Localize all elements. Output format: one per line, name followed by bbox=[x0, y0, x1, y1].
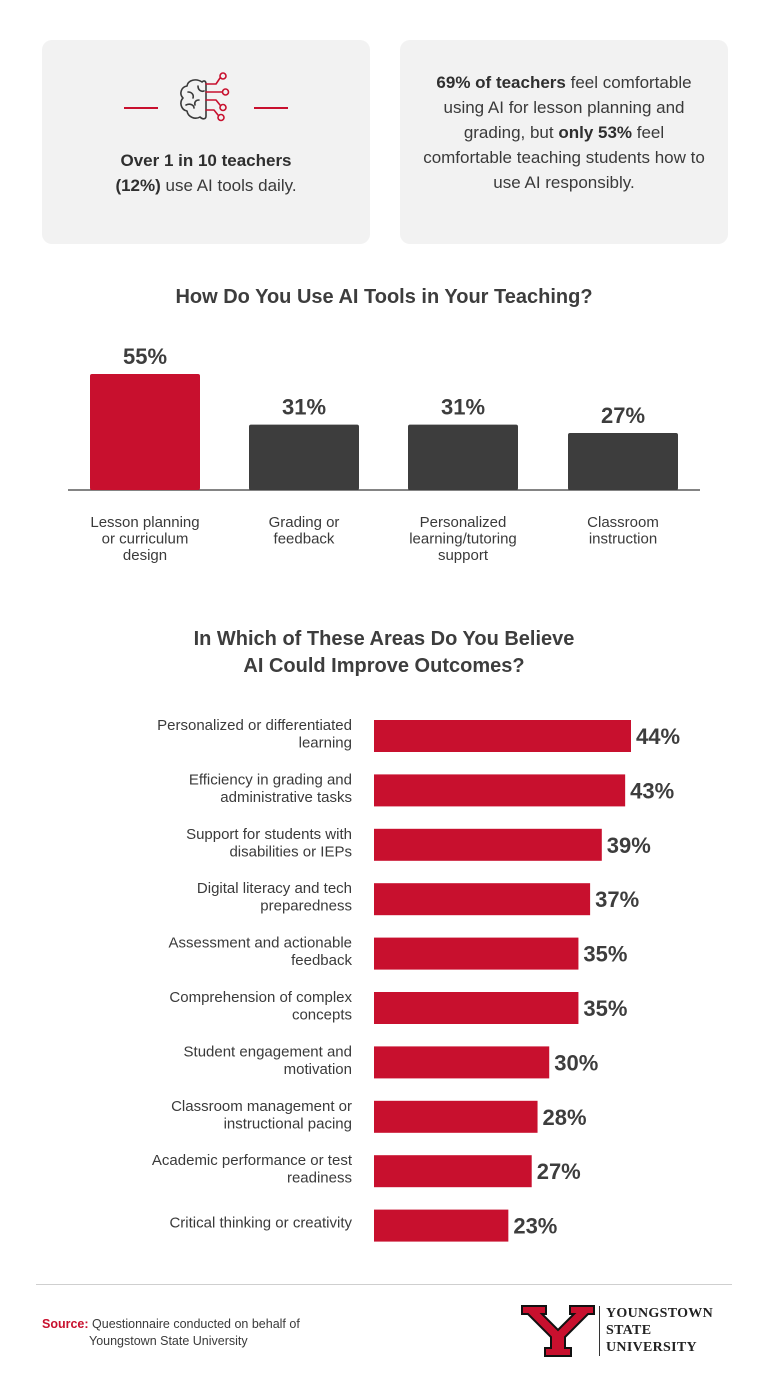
comfort-text-1: feel comfortable using AI for lesson pla… bbox=[443, 73, 692, 142]
comfort-stat: 69% of teachers feel comfortable using A… bbox=[422, 70, 706, 195]
chart2-bar bbox=[374, 720, 631, 752]
stat-card-daily-use: Over 1 in 10 teachers (12%) use AI tools… bbox=[42, 40, 370, 244]
chart1-bar bbox=[568, 433, 678, 490]
footer-divider bbox=[36, 1284, 732, 1285]
chart2-category-label: Efficiency in grading and administrative … bbox=[189, 771, 352, 806]
chart2-title: In Which of These Areas Do You Believe A… bbox=[0, 626, 768, 680]
chart1-category-label: Lesson planning or curriculum design bbox=[90, 514, 199, 564]
stat-card-comfort: 69% of teachers feel comfortable using A… bbox=[400, 40, 728, 244]
chart2-category-label: Classroom management or instructional pac… bbox=[171, 1098, 352, 1133]
stat-rest: use AI tools daily. bbox=[160, 176, 297, 195]
chart2-category-label: Digital literacy and tech preparedness bbox=[197, 880, 352, 915]
brain-circuit-icon bbox=[180, 72, 230, 122]
chart2-category-label: Support for students with disabilities or… bbox=[186, 826, 352, 861]
comfort-text-2: feel comfortable teaching students how t… bbox=[423, 123, 705, 192]
logo-line-2: STATE bbox=[606, 1323, 652, 1338]
chart2-bar bbox=[374, 937, 579, 970]
source-note: Source: Questionnaire conducted on behal… bbox=[42, 1316, 300, 1350]
chart2-category-label: Personalized or differentiated learning bbox=[157, 717, 352, 752]
brain-icon-row bbox=[42, 70, 370, 126]
comfort-bold-2: only 53% bbox=[558, 123, 633, 142]
chart2-value-label: 35% bbox=[583, 996, 627, 1021]
chart2-bar bbox=[374, 883, 591, 916]
chart1-bar bbox=[408, 424, 518, 490]
chart2-value-label: 28% bbox=[543, 1105, 587, 1130]
chart2-value-label: 23% bbox=[513, 1214, 557, 1239]
chart1-category-label: Personalized learning/tutoring support bbox=[409, 514, 517, 564]
chart2-category-label: Critical thinking or creativity bbox=[169, 1215, 352, 1232]
ysu-logo: YOUNGSTOWN STATE UNIVERSITY bbox=[520, 1302, 740, 1360]
source-line-1: Questionnaire conducted on behalf of bbox=[88, 1317, 300, 1331]
comfort-bold-1: 69% of teachers bbox=[436, 73, 566, 92]
chart2-value-label: 27% bbox=[537, 1159, 581, 1184]
chart2-bar bbox=[374, 774, 626, 807]
stat-bold: Over 1 in 10 teachers bbox=[120, 151, 292, 170]
chart1-value-label: 31% bbox=[282, 395, 326, 420]
chart2-bar bbox=[374, 1100, 538, 1133]
chart2-bar bbox=[374, 1155, 532, 1188]
chart1-bar bbox=[249, 424, 359, 490]
chart2-value-label: 43% bbox=[630, 778, 674, 803]
chart2-bar bbox=[374, 992, 579, 1024]
logo-line-3: UNIVERSITY bbox=[606, 1340, 697, 1355]
logo-separator bbox=[599, 1306, 600, 1356]
chart2-value-label: 37% bbox=[595, 887, 639, 912]
ysu-y-logo-icon bbox=[521, 1305, 595, 1357]
chart2-category-label: Comprehension of complex concepts bbox=[169, 989, 352, 1024]
chart1-category-label: Classroom instruction bbox=[587, 514, 659, 548]
chart1-value-label: 31% bbox=[441, 395, 485, 420]
chart1-value-label: 27% bbox=[601, 403, 645, 428]
chart2-value-label: 39% bbox=[607, 833, 651, 858]
chart2-category-label: Academic performance or test readiness bbox=[152, 1152, 353, 1187]
stat-bold-percent: (12%) bbox=[115, 176, 161, 195]
chart2-bar bbox=[374, 1209, 509, 1242]
divider-line-right bbox=[254, 107, 288, 109]
chart1-value-label: 55% bbox=[123, 344, 167, 369]
outcomes-bar-chart: 44% Personalized or differentiated learnin… bbox=[152, 717, 680, 1242]
chart1-category-label: Grading or feedback bbox=[269, 514, 340, 548]
chart2-category-label: Assessment and actionable feedback bbox=[169, 935, 353, 970]
chart2-title-line-1: In Which of These Areas Do You Believe bbox=[193, 628, 575, 650]
chart2-bar bbox=[374, 828, 602, 861]
chart2-category-label: Student engagement and motivation bbox=[184, 1043, 352, 1078]
chart2-value-label: 44% bbox=[636, 724, 680, 749]
divider-line-left bbox=[124, 107, 158, 109]
chart2-bar bbox=[374, 1046, 550, 1079]
chart2-value-label: 35% bbox=[583, 942, 627, 967]
source-line-2: Youngstown State University bbox=[89, 1334, 248, 1348]
logo-wordmark: YOUNGSTOWN STATE UNIVERSITY bbox=[606, 1305, 713, 1356]
chart2-value-label: 30% bbox=[554, 1050, 598, 1075]
chart1-title: How Do You Use AI Tools in Your Teaching… bbox=[175, 286, 593, 308]
daily-use-stat: Over 1 in 10 teachers (12%) use AI tools… bbox=[42, 148, 370, 198]
usage-bar-chart: 55% Lesson planning or curriculum design 31%… bbox=[68, 344, 700, 564]
chart2-title-line-2: AI Could Improve Outcomes? bbox=[243, 655, 525, 677]
chart1-bar bbox=[90, 374, 200, 490]
source-label: Source: bbox=[42, 1317, 89, 1331]
logo-line-1: YOUNGSTOWN bbox=[606, 1306, 713, 1321]
